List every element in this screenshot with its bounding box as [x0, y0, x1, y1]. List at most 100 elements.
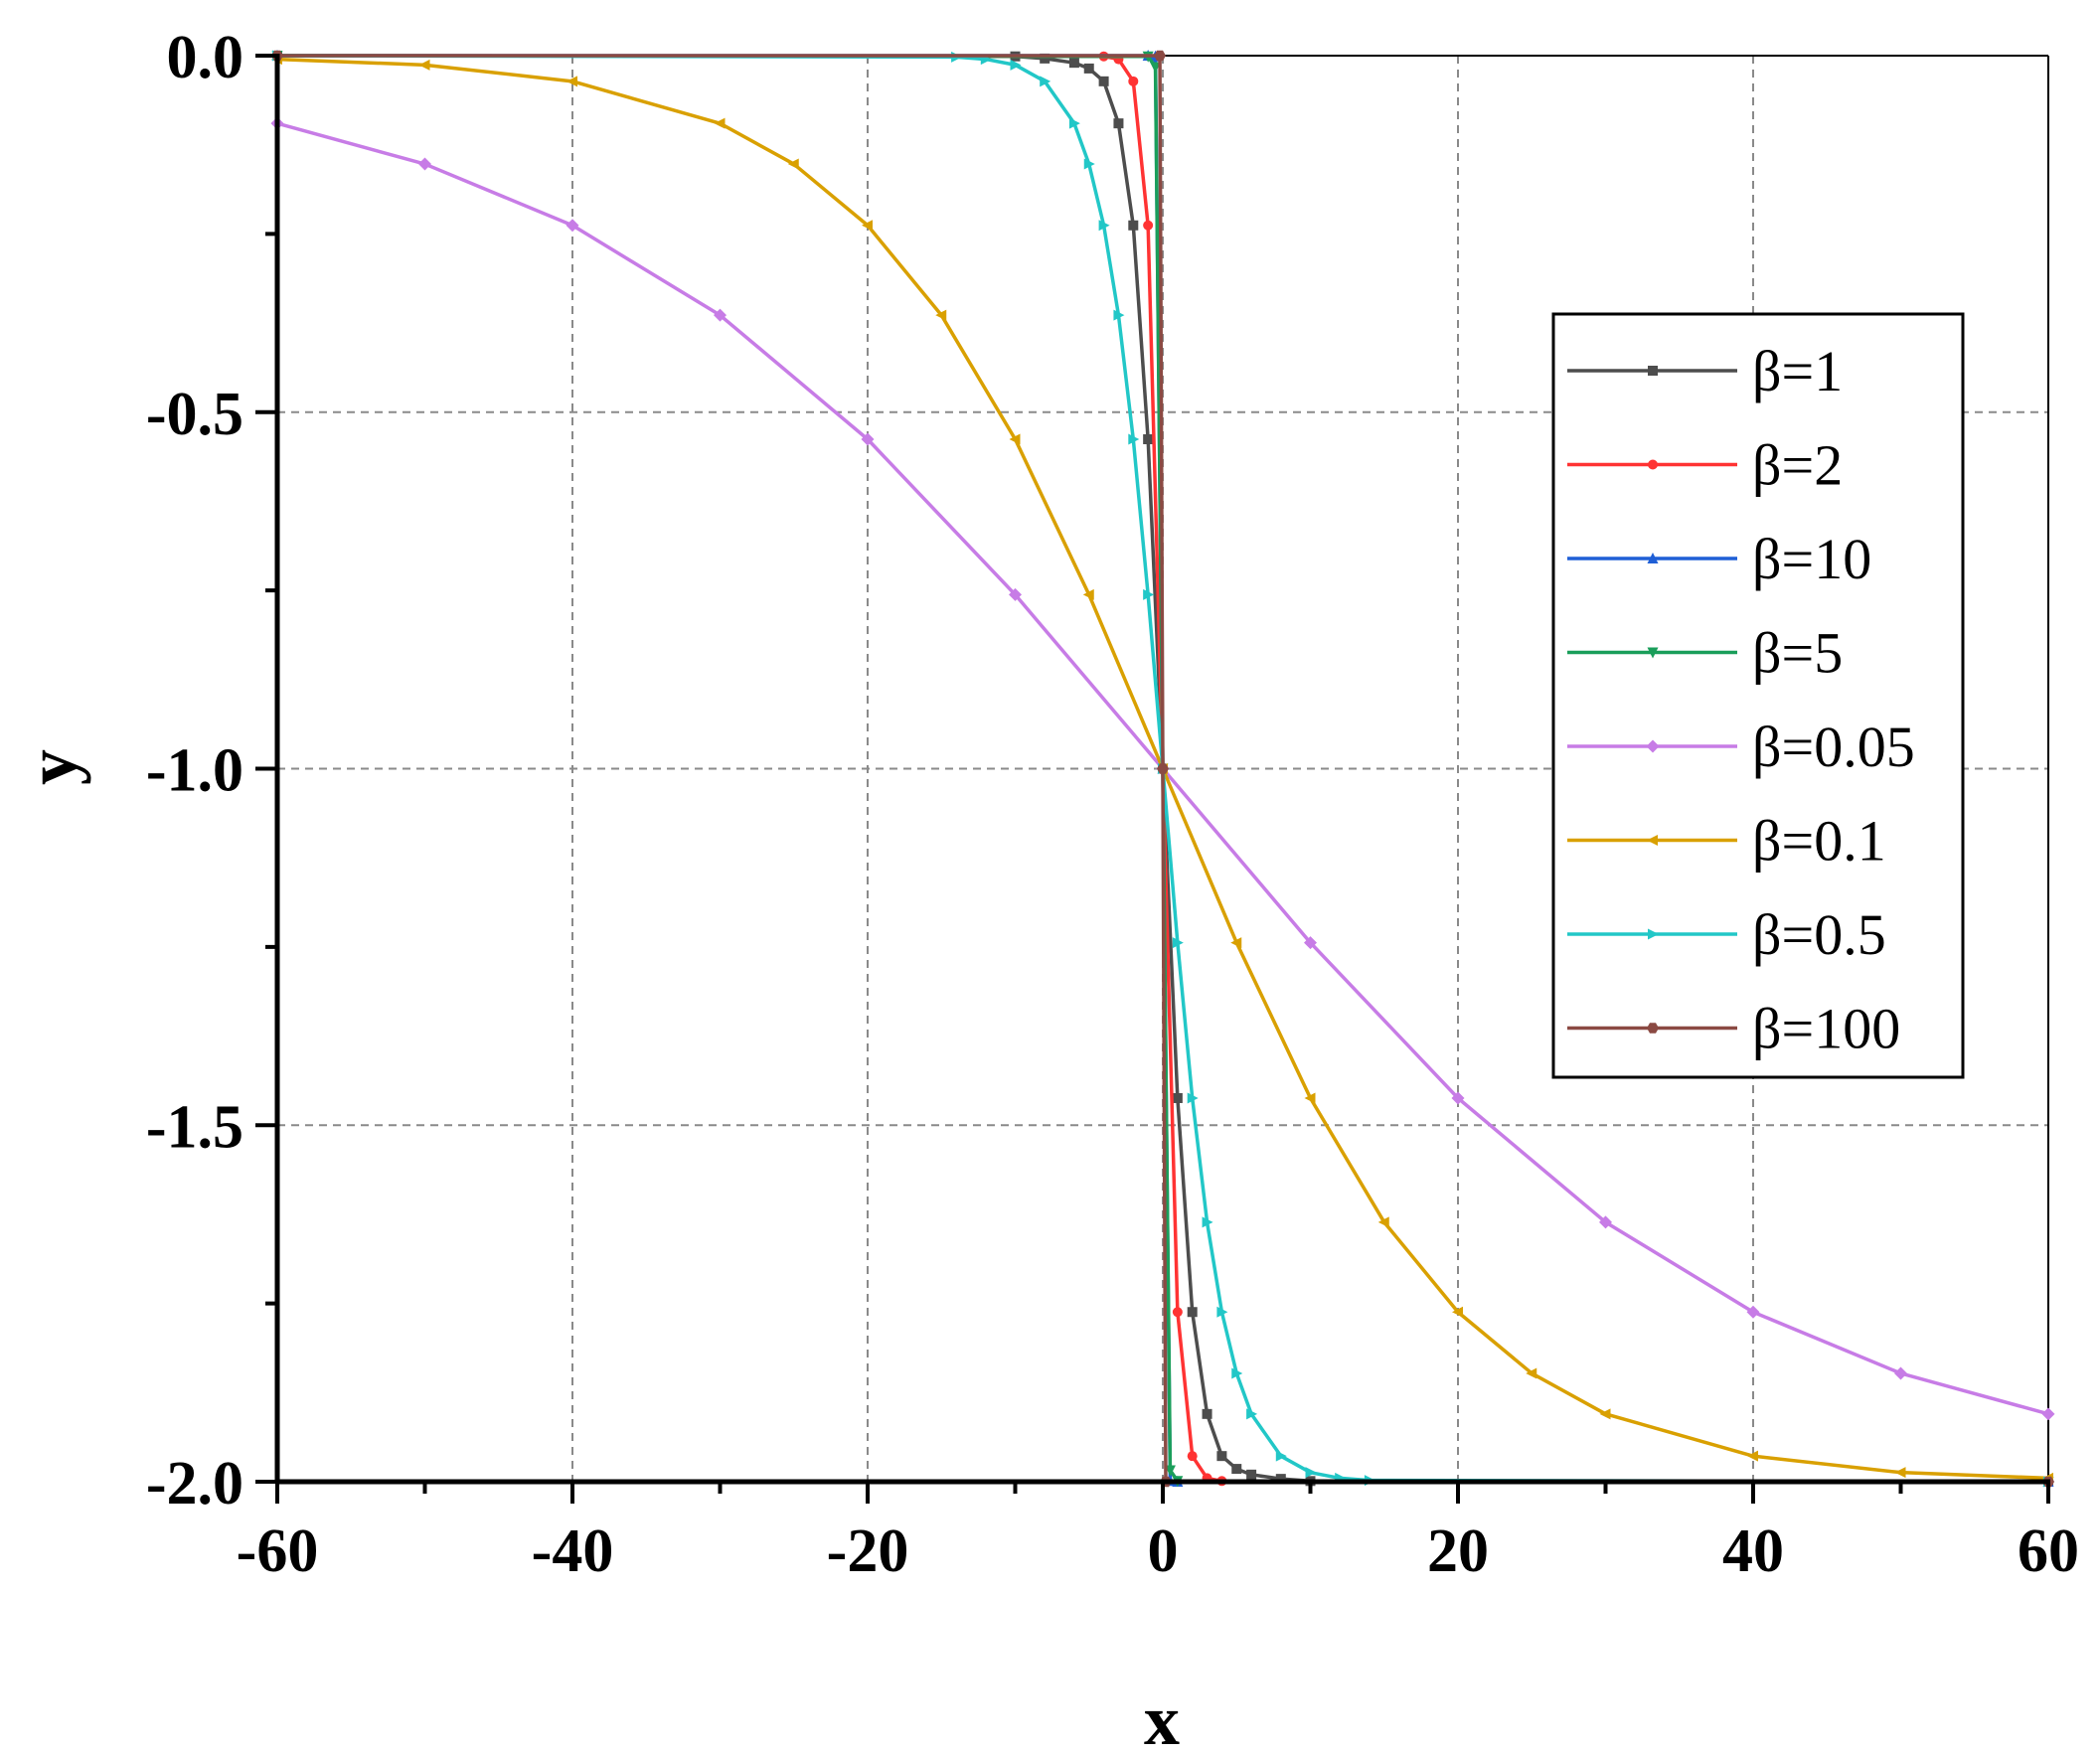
legend-item-1: β=2: [1567, 433, 1843, 498]
data-point: [1143, 220, 1154, 231]
y-tick-label: -1.5: [146, 1093, 243, 1161]
y-tick-label: -1.0: [146, 737, 243, 805]
legend-label: β=2: [1752, 433, 1843, 498]
data-point: [862, 220, 873, 232]
data-point: [1452, 1306, 1463, 1318]
data-point: [1068, 58, 1079, 69]
legend-swatch-marker: [1648, 459, 1658, 470]
y-tick-labels: 0.0 -0.5 -1.0 -1.5 -2.0: [146, 24, 243, 1517]
legend-item-4: β=0.05: [1567, 715, 1915, 779]
legend-label: β=100: [1752, 997, 1900, 1061]
axes: [255, 54, 2050, 1504]
legend-item-6: β=0.5: [1567, 902, 1886, 967]
data-point: [935, 309, 947, 321]
x-tick-label: 60: [2018, 1517, 2079, 1585]
legend-swatch-marker: [1647, 647, 1659, 659]
x-tick-label: -40: [532, 1517, 614, 1585]
data-point: [1143, 434, 1154, 445]
data-point: [1068, 117, 1080, 129]
data-point: [1377, 1216, 1389, 1228]
data-point: [418, 59, 430, 71]
data-point: [1275, 1450, 1287, 1462]
data-point: [418, 157, 431, 171]
data-point: [1157, 763, 1169, 774]
data-point: [1128, 433, 1140, 445]
data-point: [1202, 1408, 1212, 1419]
data-point: [1216, 1451, 1227, 1462]
legend-item-0: β=1: [1567, 339, 1843, 403]
legend-item-7: β=100: [1567, 997, 1900, 1061]
data-point: [1246, 1469, 1257, 1480]
data-point: [1246, 1408, 1258, 1420]
data-point: [1746, 1305, 1760, 1319]
data-point: [1599, 1408, 1611, 1420]
data-point: [1083, 63, 1094, 74]
x-tick-label: -20: [827, 1517, 909, 1585]
legend-swatch-marker: [1646, 739, 1660, 753]
legend-swatch-marker: [1647, 553, 1659, 563]
data-point: [1113, 118, 1124, 129]
data-point: [1128, 220, 1139, 231]
data-point: [1305, 1467, 1317, 1479]
data-point: [1040, 76, 1051, 87]
data-point: [2041, 1407, 2055, 1421]
x-tick-label: 40: [1722, 1517, 1784, 1585]
data-point: [1216, 1306, 1228, 1318]
data-point: [714, 117, 726, 129]
data-point: [861, 432, 875, 446]
legend-swatch-marker: [1647, 835, 1658, 846]
data-point: [1172, 937, 1184, 949]
data-point: [1187, 1451, 1198, 1462]
data-point: [1128, 76, 1139, 86]
data-point: [1230, 937, 1242, 949]
data-point: [1172, 1307, 1183, 1318]
data-point: [1164, 1465, 1176, 1477]
data-point: [1143, 588, 1155, 600]
legend-label: β=10: [1752, 527, 1871, 591]
data-point: [1747, 1450, 1758, 1462]
data-point: [1154, 50, 1167, 62]
legend-label: β=1: [1752, 339, 1843, 403]
data-point: [1172, 1092, 1183, 1103]
x-tick-label: 20: [1427, 1517, 1489, 1585]
series-group: [270, 50, 2055, 1488]
x-axis-title: x: [1144, 1680, 1180, 1755]
data-point: [1894, 1467, 1906, 1479]
data-point: [1009, 433, 1021, 445]
legend-label: β=0.5: [1752, 902, 1886, 967]
data-point: [1304, 1092, 1316, 1104]
legend-swatch-marker: [1648, 366, 1658, 376]
data-point: [1187, 1307, 1198, 1318]
y-tick-label: 0.0: [167, 24, 244, 91]
legend-label: β=0.05: [1752, 715, 1915, 779]
data-point: [1231, 1464, 1242, 1475]
data-point: [1187, 1092, 1199, 1104]
legend-label: β=0.1: [1752, 809, 1886, 874]
data-point: [1202, 1216, 1213, 1228]
data-point: [1113, 309, 1125, 321]
legend-label: β=5: [1752, 621, 1843, 686]
data-point: [1599, 1215, 1612, 1229]
legend-swatch-marker: [1647, 1023, 1659, 1034]
legend-item-3: β=5: [1567, 621, 1843, 686]
y-tick-label: -0.5: [146, 381, 243, 448]
data-point: [1894, 1366, 1907, 1380]
y-tick-label: -2.0: [146, 1450, 243, 1517]
data-point: [566, 76, 577, 87]
data-point: [565, 219, 579, 233]
data-point: [787, 158, 799, 170]
data-point: [1098, 76, 1109, 86]
x-tick-label: -60: [237, 1517, 319, 1585]
data-point: [1231, 1367, 1243, 1379]
legend: β=1 β=2 β=10 β=5 β=0.05 β=0.1 β=0.5 β=100: [1551, 312, 1965, 1079]
data-point: [1082, 588, 1094, 600]
data-point: [1451, 1091, 1465, 1105]
data-point: [1083, 158, 1095, 170]
data-point: [1098, 220, 1110, 232]
x-tick-label: 0: [1148, 1517, 1179, 1585]
y-axis-title: y: [12, 749, 91, 785]
data-point: [714, 308, 727, 322]
data-point: [1526, 1367, 1537, 1379]
x-tick-labels: -60 -40 -20 0 20 40 60: [237, 1517, 2079, 1585]
